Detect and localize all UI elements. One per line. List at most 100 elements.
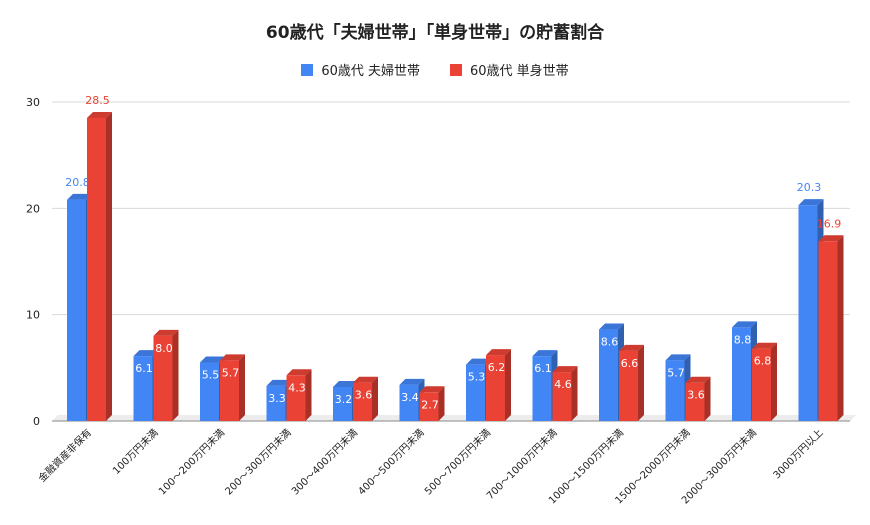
data-label: 20.8 <box>65 176 90 189</box>
data-label: 5.5 <box>202 369 220 382</box>
bar <box>153 335 173 421</box>
bar-top <box>419 386 445 393</box>
bar-top <box>798 199 824 206</box>
data-label: 3.6 <box>687 389 705 402</box>
data-label: 6.2 <box>488 361 506 374</box>
data-label: 6.1 <box>135 362 153 375</box>
bar-top <box>466 358 491 365</box>
bar-top <box>532 350 558 357</box>
bar <box>200 362 219 421</box>
bar-top <box>67 193 92 200</box>
data-label: 6.8 <box>754 355 772 368</box>
legend-item-series-1: 60歳代 夫婦世帯 <box>301 60 420 79</box>
x-category-label: 1500～2000万円未満 <box>613 427 693 507</box>
bar <box>419 392 439 421</box>
bar <box>685 382 705 421</box>
bar <box>87 117 106 421</box>
bar-top <box>87 111 112 118</box>
bar-top <box>153 329 179 336</box>
bar-top <box>286 369 312 376</box>
y-tick-label: 30 <box>26 96 40 109</box>
data-label: 8.6 <box>601 336 619 349</box>
bar <box>752 348 771 421</box>
bar-side <box>571 366 578 421</box>
bar-side <box>172 329 179 421</box>
x-category-label: 300～400万円未満 <box>289 427 360 498</box>
bar <box>266 385 286 421</box>
bar <box>552 372 572 421</box>
bar-side <box>239 354 245 421</box>
data-label: 4.6 <box>554 378 572 391</box>
bar-top <box>220 354 245 361</box>
bar-top <box>333 380 358 387</box>
data-label: 8.8 <box>734 333 752 346</box>
bar-side <box>106 111 112 421</box>
data-label: 6.1 <box>534 362 552 375</box>
data-label: 3.3 <box>268 392 286 405</box>
bar <box>286 375 306 421</box>
x-category-label: 500～700万円未満 <box>422 427 493 498</box>
bar <box>798 205 818 421</box>
x-category-label: 3000万円以上 <box>771 427 826 482</box>
x-category-label: 1000～1500万円未満 <box>546 427 626 507</box>
chart-floor <box>52 415 856 421</box>
bar <box>399 384 419 421</box>
legend: 60歳代 夫婦世帯 60歳代 単身世帯 <box>0 60 870 79</box>
bar-top <box>486 349 511 356</box>
y-tick-label: 20 <box>26 202 40 215</box>
bar-side <box>305 369 312 421</box>
bar-top <box>619 344 644 351</box>
data-label: 3.4 <box>401 391 419 404</box>
bar-top <box>665 354 691 361</box>
data-label: 5.7 <box>222 366 240 379</box>
x-category-label: 700～1000万円未満 <box>484 427 559 502</box>
bar <box>532 356 552 421</box>
data-label: 5.3 <box>468 371 486 384</box>
bar <box>599 329 618 421</box>
x-category-label: 100～200万円未満 <box>156 427 227 498</box>
x-category-label: 金融資産非保有 <box>35 426 94 485</box>
bar-top <box>599 323 624 330</box>
data-label: 3.2 <box>335 393 353 406</box>
bar-side <box>704 376 711 421</box>
legend-item-series-2: 60歳代 単身世帯 <box>450 60 569 79</box>
data-label: 2.7 <box>421 398 439 411</box>
x-category-label: 200～300万円未満 <box>223 427 294 498</box>
x-category-label: 2000～3000万円未満 <box>679 427 759 507</box>
bar <box>486 355 505 421</box>
data-label: 5.7 <box>667 366 685 379</box>
legend-swatch-series-2 <box>450 63 462 76</box>
chart-title: 60歳代「夫婦世帯」「単身世帯」の貯蓄割合 <box>265 23 605 43</box>
data-label: 3.6 <box>355 389 373 402</box>
data-label: 6.6 <box>621 357 639 370</box>
bar <box>353 382 372 421</box>
y-tick-label: 0 <box>33 415 40 428</box>
bar-top <box>552 366 578 373</box>
bar-side <box>438 386 445 421</box>
legend-label-series-2: 60歳代 単身世帯 <box>470 64 569 79</box>
data-label: 16.9 <box>817 217 842 230</box>
data-label: 20.3 <box>797 181 822 194</box>
bar <box>732 327 751 421</box>
bar <box>818 241 838 421</box>
bar-top <box>353 376 378 383</box>
bar-top <box>200 356 225 363</box>
bar <box>466 364 485 421</box>
bar-top <box>732 321 757 328</box>
bar-side <box>837 235 844 421</box>
bar-top <box>685 376 711 383</box>
bar-top <box>266 379 292 386</box>
bar <box>619 350 638 421</box>
data-label: 28.5 <box>85 94 110 107</box>
bar-top <box>133 350 159 357</box>
bar <box>67 199 86 421</box>
legend-label-series-1: 60歳代 夫婦世帯 <box>321 64 420 79</box>
bar-side <box>372 376 378 421</box>
bar-top <box>818 235 844 242</box>
data-label: 4.3 <box>288 381 306 394</box>
bar <box>333 386 352 421</box>
bar-top <box>752 342 777 349</box>
bar <box>133 356 153 421</box>
